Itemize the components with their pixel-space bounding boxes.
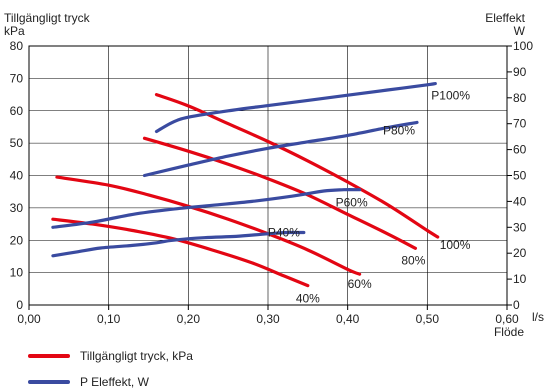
- y-right-tick-label: 60: [513, 143, 527, 157]
- y-right-tick-label: 40: [513, 194, 527, 208]
- series-label-p100pct: P100%: [431, 89, 470, 103]
- series-label-p80pct: P80%: [383, 123, 415, 137]
- y-right-tick-label: 70: [513, 117, 527, 131]
- y-right-axis-unit: W: [514, 24, 526, 38]
- series-line-pressure-80pct: [142, 136, 417, 250]
- x-tick-label: 0,30: [256, 312, 280, 326]
- series-line-pressure-100pct: [154, 93, 440, 239]
- y-left-tick-label: 20: [10, 233, 24, 247]
- y-right-tick-label: 10: [513, 272, 527, 286]
- y-left-axis-unit: kPa: [4, 24, 25, 38]
- x-axis-title: Flöde: [494, 325, 524, 339]
- series-line-power-p60pct: [51, 188, 362, 229]
- x-tick-label: 0,10: [97, 312, 121, 326]
- y-right-tick-label: 0: [513, 298, 520, 312]
- y-left-tick-label: 80: [10, 39, 24, 53]
- y-right-axis-title: Eleffekt: [485, 11, 525, 25]
- series-line-power-p40pct: [51, 230, 306, 258]
- x-tick-label: 0,40: [336, 312, 360, 326]
- series-label-p60pct: P60%: [336, 196, 368, 210]
- series-line-pressure-40pct: [51, 217, 310, 288]
- y-left-tick-label: 60: [10, 104, 24, 118]
- y-right-tick-label: 80: [513, 91, 527, 105]
- y-right-tick-label: 90: [513, 65, 527, 79]
- y-left-tick-label: 40: [10, 169, 24, 183]
- legend-label-power: P Eleffekt, W: [80, 375, 150, 389]
- series-line-pressure-60pct: [55, 175, 362, 276]
- legend-item-power: P Eleffekt, W: [28, 375, 150, 389]
- y-left-axis-title: Tillgängligt tryck: [4, 11, 91, 25]
- x-tick-label: 0,20: [177, 312, 201, 326]
- y-right-tick-label: 30: [513, 220, 527, 234]
- y-right-tick-label: 20: [513, 246, 527, 260]
- series-label-100pct: 100%: [440, 238, 471, 252]
- grid: [29, 46, 507, 305]
- series-line-power-p80pct: [142, 120, 419, 178]
- legend-item-pressure: Tillgängligt tryck, kPa: [28, 349, 193, 363]
- series-label-p40pct: P40%: [268, 225, 300, 239]
- x-tick-label: 0,60: [495, 312, 519, 326]
- y-left-tick-label: 30: [10, 201, 24, 215]
- x-tick-label: 0,50: [416, 312, 440, 326]
- series-line-power-p100pct: [154, 82, 437, 134]
- x-tick-label: 0,00: [17, 312, 41, 326]
- plot-frame: [28, 45, 512, 310]
- y-left-tick-label: 0: [16, 298, 23, 312]
- y-right-tick-label: 100: [513, 39, 533, 53]
- y-left-tick-label: 50: [10, 136, 24, 150]
- series-label-60pct: 60%: [348, 277, 372, 291]
- y-left-tick-label: 10: [10, 266, 24, 280]
- series-label-40pct: 40%: [296, 292, 320, 306]
- legend-label-pressure: Tillgängligt tryck, kPa: [80, 349, 193, 363]
- x-axis-unit: l/s: [532, 310, 544, 324]
- legend: Tillgängligt tryck, kPa P Eleffekt, W: [28, 349, 193, 389]
- series-group: 100% 80% 60% 40% P100% P80% P60% P40%: [51, 82, 471, 306]
- series-label-80pct: 80%: [401, 253, 425, 267]
- y-left-tick-label: 70: [10, 71, 24, 85]
- tick-labels: 0,00 0,10 0,20 0,30 0,40 0,50 0,60010203040506…: [10, 39, 534, 326]
- y-right-tick-label: 50: [513, 169, 527, 183]
